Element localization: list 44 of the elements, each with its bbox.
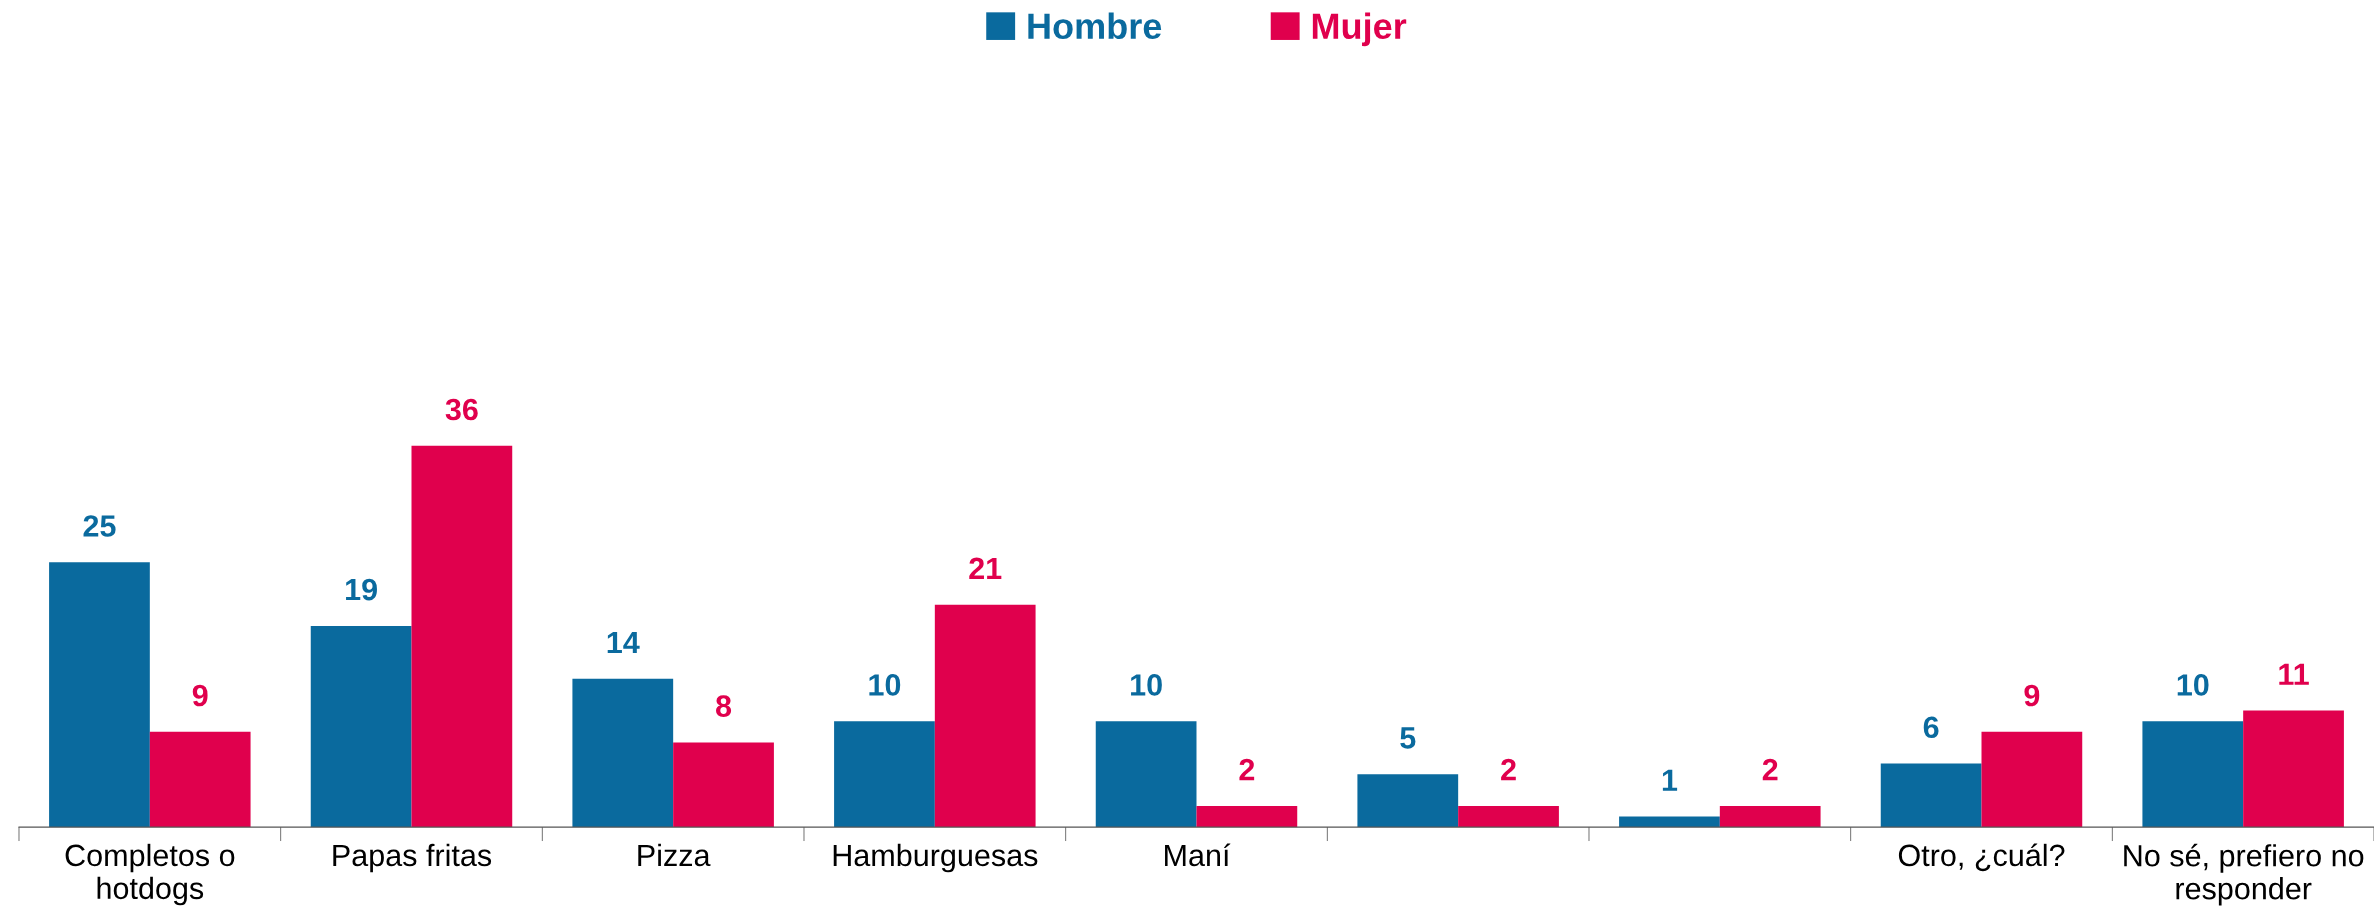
data-label: 9 — [192, 684, 208, 707]
legend-label: Mujer — [1312, 12, 1407, 47]
x-tick-label: Hamburguesas — [833, 843, 1038, 873]
bar — [1981, 731, 2083, 828]
data-label: 6 — [1923, 716, 1939, 739]
data-label: 36 — [445, 398, 478, 421]
bar — [49, 562, 150, 828]
bar — [673, 742, 774, 828]
data-label: 1 — [1662, 769, 1678, 791]
data-label: 14 — [607, 632, 640, 654]
bar — [834, 721, 935, 828]
bar — [2142, 721, 2244, 828]
bar — [1880, 763, 1982, 828]
x-tick-label: Maní — [1165, 843, 1231, 867]
x-tick-label: Completos o hotdogs — [65, 843, 235, 906]
x-tick-label: Otro, ¿cuál? — [1898, 843, 2065, 872]
data-label: 8 — [716, 695, 732, 717]
data-label: 2 — [1762, 758, 1778, 781]
bar — [411, 445, 513, 828]
bar — [572, 678, 674, 828]
data-label: 11 — [2279, 663, 2309, 685]
data-label: 2 — [1501, 758, 1516, 781]
data-label: 9 — [2024, 684, 2040, 707]
bar — [310, 625, 412, 828]
bar — [1458, 805, 1559, 828]
data-label: 10 — [2177, 674, 2209, 696]
x-tick-label: Papas fritas — [333, 843, 492, 873]
data-label: 25 — [83, 515, 116, 537]
legend-label: Hombre — [1028, 12, 1162, 40]
bar — [1357, 774, 1459, 828]
bar — [149, 731, 251, 828]
bar — [934, 604, 1036, 828]
x-tick-label: Pizza — [638, 843, 711, 867]
bar — [1719, 805, 1821, 828]
data-label: 10 — [1131, 674, 1162, 696]
bar — [1196, 805, 1298, 828]
bar — [1095, 721, 1197, 828]
data-label: 5 — [1400, 727, 1416, 749]
data-label: 19 — [346, 578, 377, 601]
data-label: 10 — [869, 674, 901, 696]
data-label: 21 — [969, 557, 1002, 579]
x-tick-label: No sé, prefiero no responder — [2124, 843, 2364, 906]
bar — [2243, 710, 2344, 828]
data-label: 2 — [1239, 758, 1255, 781]
